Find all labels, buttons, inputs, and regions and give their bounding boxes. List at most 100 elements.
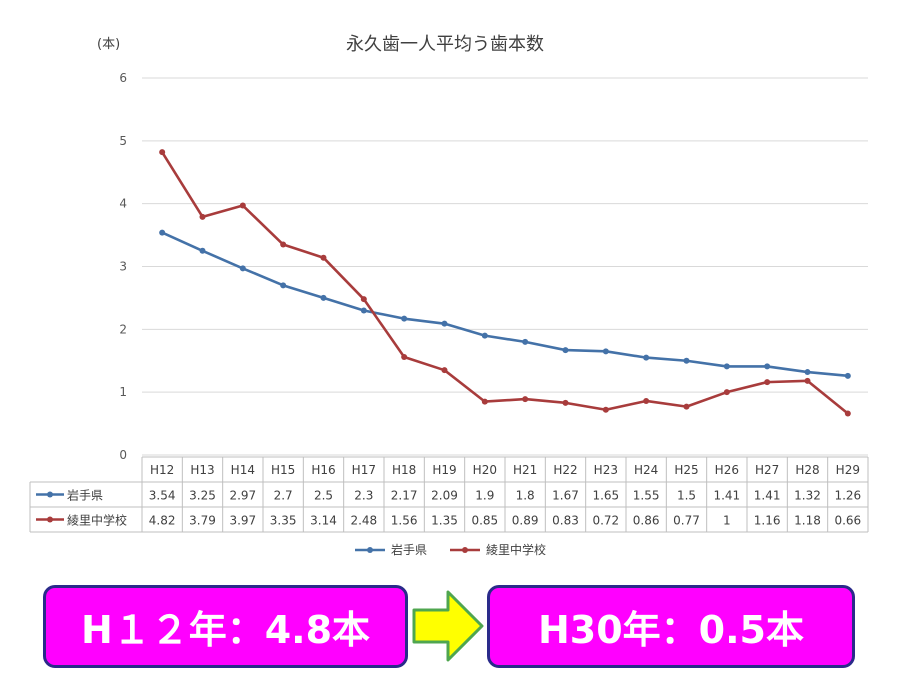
callout-h12: H１２年：4.8本: [43, 585, 408, 668]
x-tick-label: H26: [715, 463, 739, 477]
data-point: [280, 282, 287, 289]
data-point: [199, 213, 206, 220]
data-label: 2.48: [350, 514, 377, 528]
x-tick-label: H21: [513, 463, 537, 477]
data-point: [804, 369, 811, 376]
data-label: 1: [723, 514, 731, 528]
y-tick-label: 2: [119, 322, 127, 336]
data-point: [280, 241, 287, 248]
row-series-name: 岩手県: [67, 488, 103, 503]
x-tick-label: H29: [836, 463, 860, 477]
y-tick-label: 4: [119, 197, 127, 211]
data-point: [764, 363, 771, 370]
legend-label: 岩手県: [391, 542, 427, 557]
data-label: 3.25: [189, 489, 216, 503]
callout-h30: H30年：0.5本: [487, 585, 855, 668]
y-unit-label: (本): [97, 37, 120, 52]
data-point: [481, 332, 488, 339]
data-label: 1.16: [754, 514, 781, 528]
data-label: 3.97: [229, 514, 256, 528]
x-tick-label: H20: [473, 463, 497, 477]
data-label: 1.18: [794, 514, 821, 528]
data-label: 1.41: [713, 489, 740, 503]
legend-label: 綾里中学校: [486, 542, 546, 557]
x-tick-label: H13: [190, 463, 214, 477]
x-tick-label: H16: [311, 463, 335, 477]
data-point: [401, 315, 408, 322]
data-label: 4.82: [149, 514, 176, 528]
y-tick-label: 0: [119, 448, 127, 462]
data-label: 3.35: [270, 514, 297, 528]
y-tick-label: 5: [119, 134, 127, 148]
y-tick-label: 3: [119, 260, 127, 274]
callout-h30-text: H30年：0.5本: [537, 608, 804, 652]
data-point: [401, 353, 408, 360]
data-point: [723, 363, 730, 370]
data-point: [804, 377, 811, 384]
data-point: [199, 247, 206, 254]
data-label: 0.89: [512, 514, 539, 528]
data-table: H12 H13 H14 H15 H16 H17 H18 H19 H20 H21 H22 H23 H24 H…: [29, 456, 869, 533]
x-tick-label: H15: [271, 463, 295, 477]
data-point: [683, 357, 690, 364]
data-point: [844, 372, 851, 379]
data-point: [643, 397, 650, 404]
gridlines: [142, 77, 868, 456]
data-label: 3.14: [310, 514, 337, 528]
row-key-marker: [47, 516, 53, 523]
x-tick-label: H28: [795, 463, 819, 477]
data-point: [441, 367, 448, 374]
y-tick-label: 6: [119, 71, 127, 85]
data-label: 1.65: [592, 489, 619, 503]
data-point: [441, 320, 448, 327]
data-point: [522, 396, 529, 403]
data-point: [683, 403, 690, 410]
data-label: 2.3: [354, 489, 373, 503]
series-lines: [159, 149, 851, 417]
data-point: [643, 354, 650, 361]
data-point: [522, 338, 529, 345]
x-tick-label: H23: [594, 463, 618, 477]
x-tick-label: H12: [150, 463, 174, 477]
data-label: 0.86: [633, 514, 660, 528]
data-label: 1.9: [475, 489, 494, 503]
series-line-0: [161, 231, 848, 378]
data-label: 2.5: [314, 489, 333, 503]
data-point: [159, 149, 166, 156]
data-label: 0.77: [673, 514, 700, 528]
x-tick-label: H22: [553, 463, 577, 477]
data-label: 1.35: [431, 514, 458, 528]
data-label: 0.83: [552, 514, 579, 528]
data-point: [320, 294, 327, 301]
legend: 岩手県 綾里中学校: [355, 542, 546, 557]
data-point: [602, 348, 609, 355]
data-point: [239, 265, 246, 272]
data-point: [481, 398, 488, 405]
x-tick-label: H27: [755, 463, 779, 477]
data-point: [360, 296, 367, 303]
data-label: 2.97: [229, 489, 256, 503]
x-tick-label: H17: [352, 463, 376, 477]
x-tick-label: H19: [432, 463, 456, 477]
legend-key-marker: [462, 547, 468, 553]
right-arrow-icon: [412, 590, 484, 662]
x-tick-label: H18: [392, 463, 416, 477]
row-series-name: 綾里中学校: [67, 513, 127, 528]
data-point: [723, 389, 730, 396]
x-tick-label: H25: [674, 463, 698, 477]
data-label: 1.41: [754, 489, 781, 503]
x-tick-label: H24: [634, 463, 658, 477]
y-tick-labels: 0 1 2 3 4 5 6: [119, 71, 127, 462]
data-point: [602, 406, 609, 413]
data-label: 1.26: [834, 489, 861, 503]
chart-title: 永久歯一人平均う歯本数: [346, 34, 544, 55]
series-line-1: [161, 151, 849, 415]
data-label: 1.55: [633, 489, 660, 503]
data-label: 2.09: [431, 489, 458, 503]
data-label: 1.56: [391, 514, 418, 528]
legend-key-marker: [367, 547, 373, 553]
data-point: [320, 254, 327, 261]
data-point: [562, 347, 569, 354]
data-label: 1.32: [794, 489, 821, 503]
